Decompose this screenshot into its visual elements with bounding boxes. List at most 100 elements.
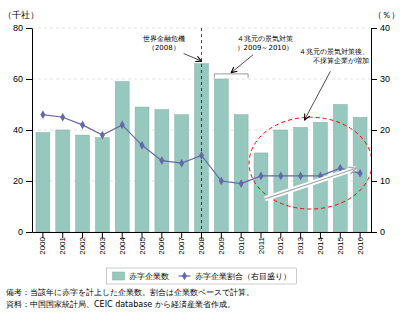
tick-mark (371, 28, 377, 29)
bar (36, 133, 50, 232)
tick-label: 10 (380, 176, 390, 186)
note: 資料：中国国家統計局、CEIC database から経済産業省作成。 (6, 300, 235, 309)
marker (120, 121, 125, 130)
y-tick: 40 (371, 23, 390, 33)
tick-label: 2013 (296, 236, 305, 254)
tick-label: 40 (380, 23, 390, 33)
tick-mark (26, 130, 32, 131)
legend-item: 赤字企業数 (113, 272, 169, 281)
marker (278, 172, 283, 181)
x-tick: 2016 (356, 232, 365, 255)
y-axis-title: （千社） (3, 10, 39, 20)
tick-label: 2010 (237, 236, 246, 254)
x-tick: 2008 (197, 232, 206, 255)
x-tick: 2013 (296, 232, 305, 255)
tick-mark (371, 79, 377, 80)
tick-label: 0 (380, 227, 385, 237)
x-tick: 2001 (58, 232, 67, 255)
tick-label: 2002 (78, 236, 87, 254)
bar (175, 115, 189, 232)
tick-label: 40 (13, 125, 23, 135)
x-tick: 2014 (316, 232, 325, 255)
marks (36, 28, 371, 232)
annotation-arrow (184, 54, 202, 62)
tick-mark (26, 232, 32, 233)
tick-mark (26, 181, 32, 182)
bar (76, 135, 90, 232)
tick-label: 2004 (118, 236, 127, 254)
tick-label: 2007 (177, 236, 186, 254)
marker (239, 179, 244, 188)
tick-label: 2015 (336, 236, 345, 254)
trend-arrow-halo (265, 168, 356, 199)
tick-label: 2014 (316, 236, 325, 254)
marker (40, 110, 45, 119)
tick-mark (26, 28, 32, 29)
y-tick: 0 (18, 227, 32, 237)
y2-axis: 0 10 20 30 40 (371, 23, 390, 237)
bar (234, 115, 248, 232)
notes: 備考：当該年に赤字を計上した企業数。割合は企業数ベースで計算。資料：中国国家統計… (6, 288, 254, 309)
x-tick: 2011 (257, 232, 266, 254)
chart: 2000200120022003200420052006200720082009… (0, 0, 403, 313)
x-tick: 2015 (336, 232, 345, 255)
marker (140, 141, 145, 150)
tick-label: 2016 (356, 236, 365, 254)
annotation: ４兆元の景気対策後、不採算企業が増加 (299, 48, 369, 65)
tick-label: 80 (13, 23, 23, 33)
bar (115, 82, 129, 232)
tick-label: 2009 (217, 236, 226, 254)
y-tick: 60 (13, 74, 32, 84)
y2-axis-title: （％） (373, 10, 400, 20)
reference-line (201, 28, 202, 232)
tick-label: 0 (18, 227, 23, 237)
marker (100, 131, 105, 140)
legend-label: 赤字企業割合（右目盛り） (195, 272, 291, 281)
bar (135, 107, 149, 232)
line (43, 115, 360, 184)
bar (274, 130, 288, 232)
x-tick: 2007 (177, 232, 186, 255)
marker (298, 172, 303, 181)
tick-label: 2000 (38, 236, 47, 254)
bar (333, 105, 347, 233)
y-axis: 0 20 40 60 80 (13, 23, 33, 237)
y-tick: 80 (13, 23, 32, 33)
legend-label: 赤字企業数 (129, 272, 169, 281)
x-tick: 2010 (237, 232, 246, 255)
grid (32, 28, 371, 232)
y-tick: 40 (13, 125, 32, 135)
tick-label: 30 (380, 74, 390, 84)
tick-label: 20 (380, 125, 390, 135)
tick-label: 20 (13, 176, 23, 186)
plot: 2000200120022003200420052006200720082009… (3, 10, 400, 255)
tick-mark (371, 232, 377, 233)
tick-label: 2006 (157, 236, 166, 254)
y-tick: 30 (371, 74, 390, 84)
annotations: 世界金融危機（2008） ４兆元の景気対策）2009～2010） ４兆元の景気対策後… (143, 35, 369, 120)
tick-label: 2005 (138, 236, 147, 254)
legend-item: 赤字企業割合（右目盛り） (179, 272, 291, 281)
bar (155, 110, 169, 232)
marker (219, 177, 224, 186)
bar (214, 79, 228, 232)
tick-mark (371, 130, 377, 131)
x-tick: 2004 (118, 232, 127, 255)
annotation-arrow (305, 71, 331, 119)
marker (80, 121, 85, 130)
marker (60, 113, 65, 122)
legend-frame (107, 268, 297, 284)
y-tick: 10 (371, 176, 390, 186)
annotation: 世界金融危機（2008） (143, 35, 185, 52)
marker (199, 151, 204, 160)
tick-mark (26, 79, 32, 80)
trend-arrow (265, 168, 356, 199)
note: 備考：当該年に赤字を計上した企業数。割合は企業数ベースで計算。 (6, 288, 254, 297)
x-tick: 2002 (78, 232, 87, 255)
legend-marker (182, 272, 187, 281)
marker (159, 156, 164, 165)
axis-line (32, 29, 33, 233)
annotation-arrow (231, 55, 253, 73)
bar (353, 117, 367, 232)
annotation: ４兆元の景気対策）2009～2010） (237, 35, 294, 52)
